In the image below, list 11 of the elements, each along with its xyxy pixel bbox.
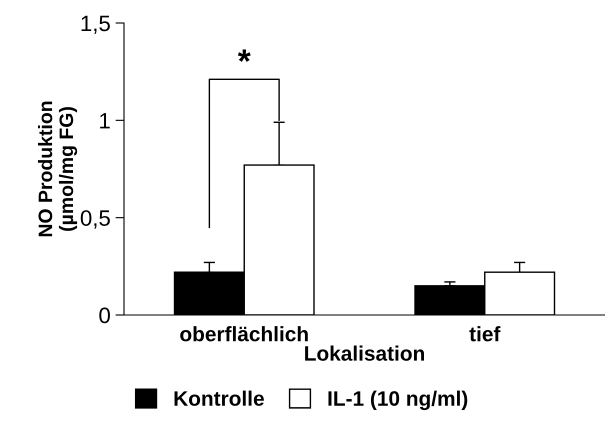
x-tick-label: tief xyxy=(469,326,500,342)
legend-label: Kontrolle xyxy=(174,390,264,406)
x-tick-label: oberflächlich xyxy=(180,326,308,342)
annotation: * xyxy=(238,50,251,62)
x-axis-title: Lokalisation xyxy=(305,346,424,361)
legend-label: IL-1 (10 ng/ml) xyxy=(328,390,468,410)
y-axis-title: NO Produktion (µmol/mg FG) xyxy=(38,102,78,236)
y-tick-label: 1,5 xyxy=(82,16,110,34)
y-tick-label: 1 xyxy=(100,113,110,128)
y-tick-label: 0,5 xyxy=(80,210,110,229)
y-tick-label: 0 xyxy=(99,308,110,324)
